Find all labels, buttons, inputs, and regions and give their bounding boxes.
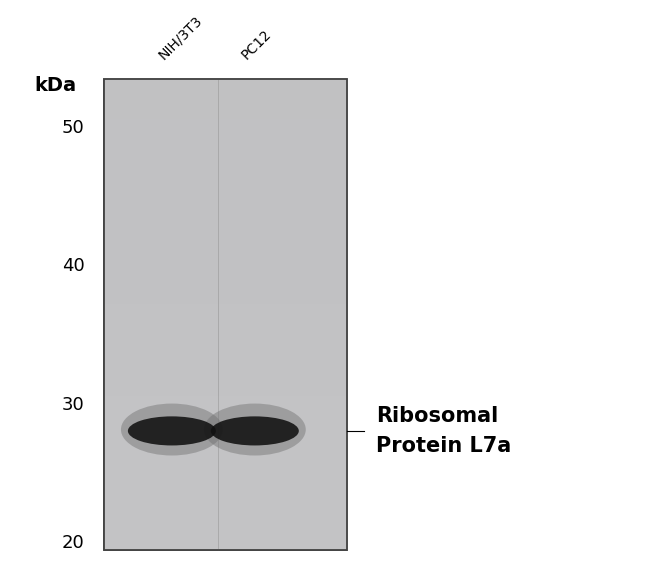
Text: 30: 30 [62,396,84,413]
Text: NIH/3T3: NIH/3T3 [155,13,205,63]
Ellipse shape [128,416,216,446]
Text: 40: 40 [62,257,84,275]
Text: PC12: PC12 [239,27,274,63]
Text: kDa: kDa [34,76,77,95]
Bar [103,79,348,550]
Text: Ribosomal: Ribosomal [376,406,499,426]
Ellipse shape [204,404,306,455]
Ellipse shape [121,404,223,455]
Text: Protein L7a: Protein L7a [376,436,512,456]
Text: 20: 20 [62,534,84,552]
Text: 50: 50 [62,118,84,136]
Bar [103,79,348,550]
Ellipse shape [211,416,299,446]
